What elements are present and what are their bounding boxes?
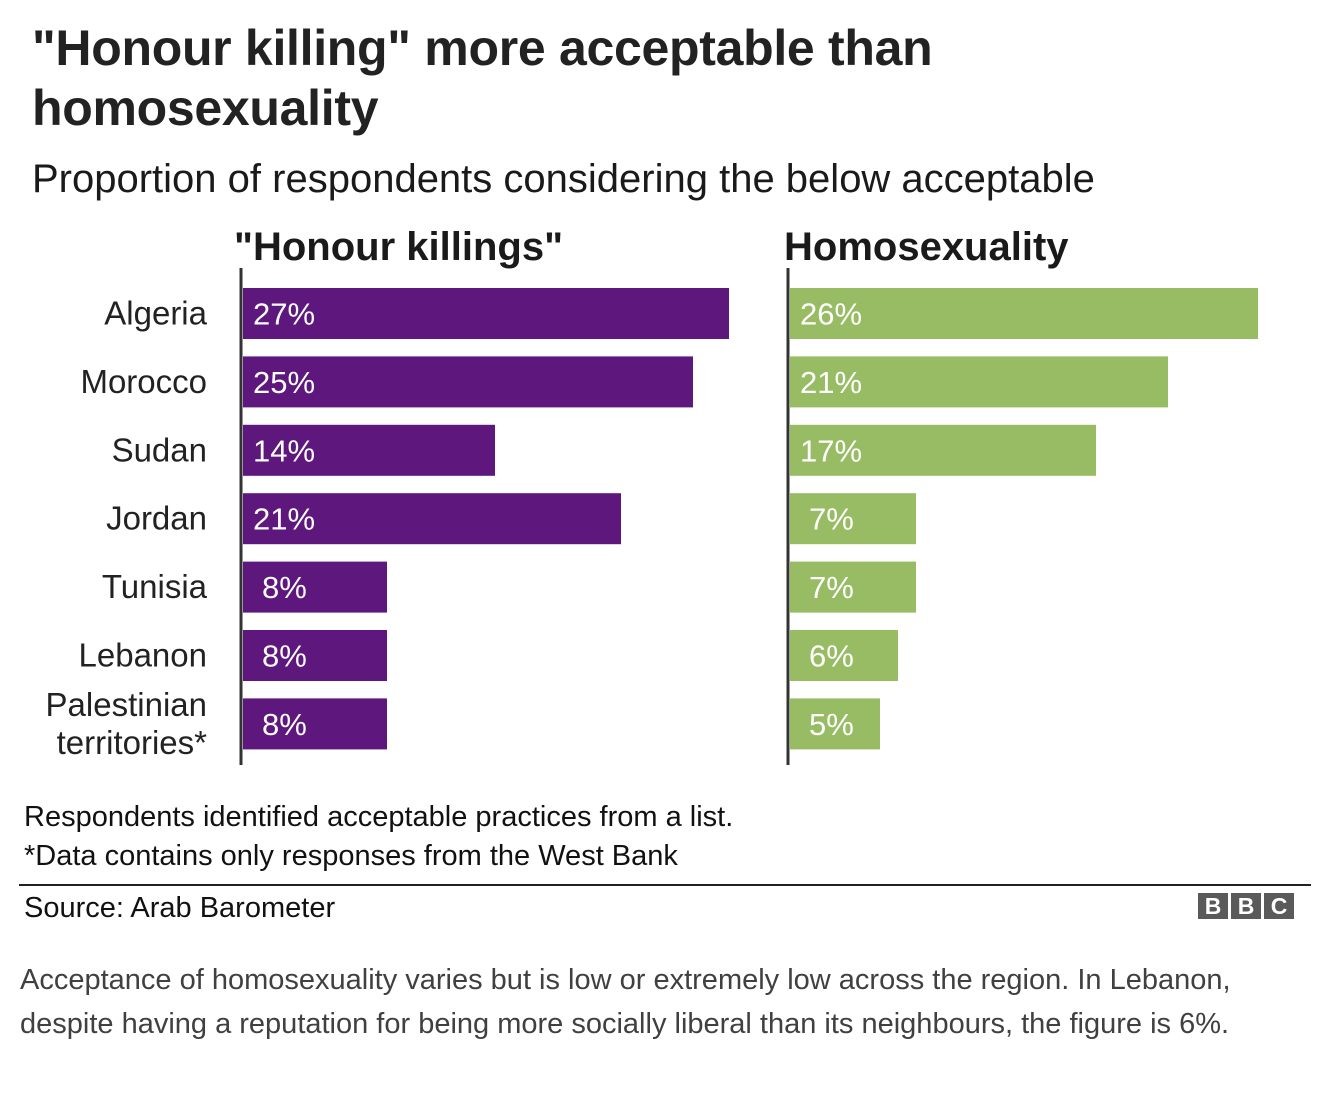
article-caption: Acceptance of homosexuality varies but i…	[20, 964, 1231, 1040]
bar-homosexuality	[790, 561, 916, 613]
bbc-logo-letter: B	[1198, 893, 1228, 919]
value-label: 8%	[262, 570, 307, 605]
category-labels: Algeria Morocco Sudan Jordan Tunisia Lebanon P…	[46, 295, 208, 761]
bar-honour-killings	[243, 630, 387, 681]
value-label: 8%	[262, 707, 307, 742]
note-list-method: Respondents identified acceptable practi…	[24, 801, 734, 833]
value-label: 7%	[809, 502, 854, 537]
category-label: Morocco	[80, 363, 207, 400]
bar-homosexuality	[790, 356, 1168, 408]
value-label: 5%	[809, 707, 854, 742]
category-label: Tunisia	[102, 568, 208, 605]
panel-honour-killings: 27% 25% 14% 21% 8% 8% 8%	[239, 268, 729, 765]
category-label: Palestinian	[46, 686, 207, 723]
bar-honour-killings	[243, 356, 693, 408]
chart-title: "Honour killing" more acceptable than ho…	[32, 20, 933, 136]
value-label: 26%	[800, 297, 862, 332]
bbc-logo: B B C	[1198, 893, 1294, 919]
bar-homosexuality	[790, 424, 1096, 476]
bbc-logo-letter: C	[1264, 893, 1294, 919]
chart-subtitle: Proportion of respondents considering th…	[32, 157, 1095, 201]
bar-homosexuality	[790, 288, 1258, 339]
category-label: Lebanon	[79, 637, 207, 674]
bar-homosexuality	[790, 493, 916, 545]
value-label: 8%	[262, 639, 307, 674]
category-label: territories*	[57, 724, 208, 761]
value-label: 7%	[809, 570, 854, 605]
value-label: 17%	[800, 433, 862, 468]
value-label: 21%	[800, 365, 862, 400]
bar-honour-killings	[243, 288, 729, 339]
bar-honour-killings	[243, 698, 387, 750]
bbc-logo-letter: B	[1231, 893, 1261, 919]
bar-honour-killings	[243, 493, 621, 545]
bar-chart: Algeria Morocco Sudan Jordan Tunisia Lebanon P…	[46, 268, 1258, 765]
value-label: 14%	[253, 433, 315, 468]
panel-homosexuality: 26% 21% 17% 7% 7% 6% 5%	[786, 268, 1258, 765]
footer-divider	[19, 884, 1311, 886]
bar-honour-killings	[243, 561, 387, 613]
panel-title-honour-killings: "Honour killings"	[234, 225, 564, 269]
value-label: 6%	[809, 639, 854, 674]
category-label: Algeria	[104, 295, 207, 332]
source-label: Source: Arab Barometer	[24, 892, 336, 924]
panel-title-homosexuality: Homosexuality	[784, 225, 1069, 269]
note-west-bank: *Data contains only responses from the W…	[24, 840, 678, 872]
value-label: 21%	[253, 502, 315, 537]
category-label: Jordan	[106, 500, 207, 537]
bar-honour-killings	[243, 424, 495, 476]
value-label: 25%	[253, 365, 315, 400]
category-label: Sudan	[112, 431, 207, 468]
bar-homosexuality	[790, 630, 898, 681]
bar-homosexuality	[790, 698, 880, 750]
value-label: 27%	[253, 297, 315, 332]
